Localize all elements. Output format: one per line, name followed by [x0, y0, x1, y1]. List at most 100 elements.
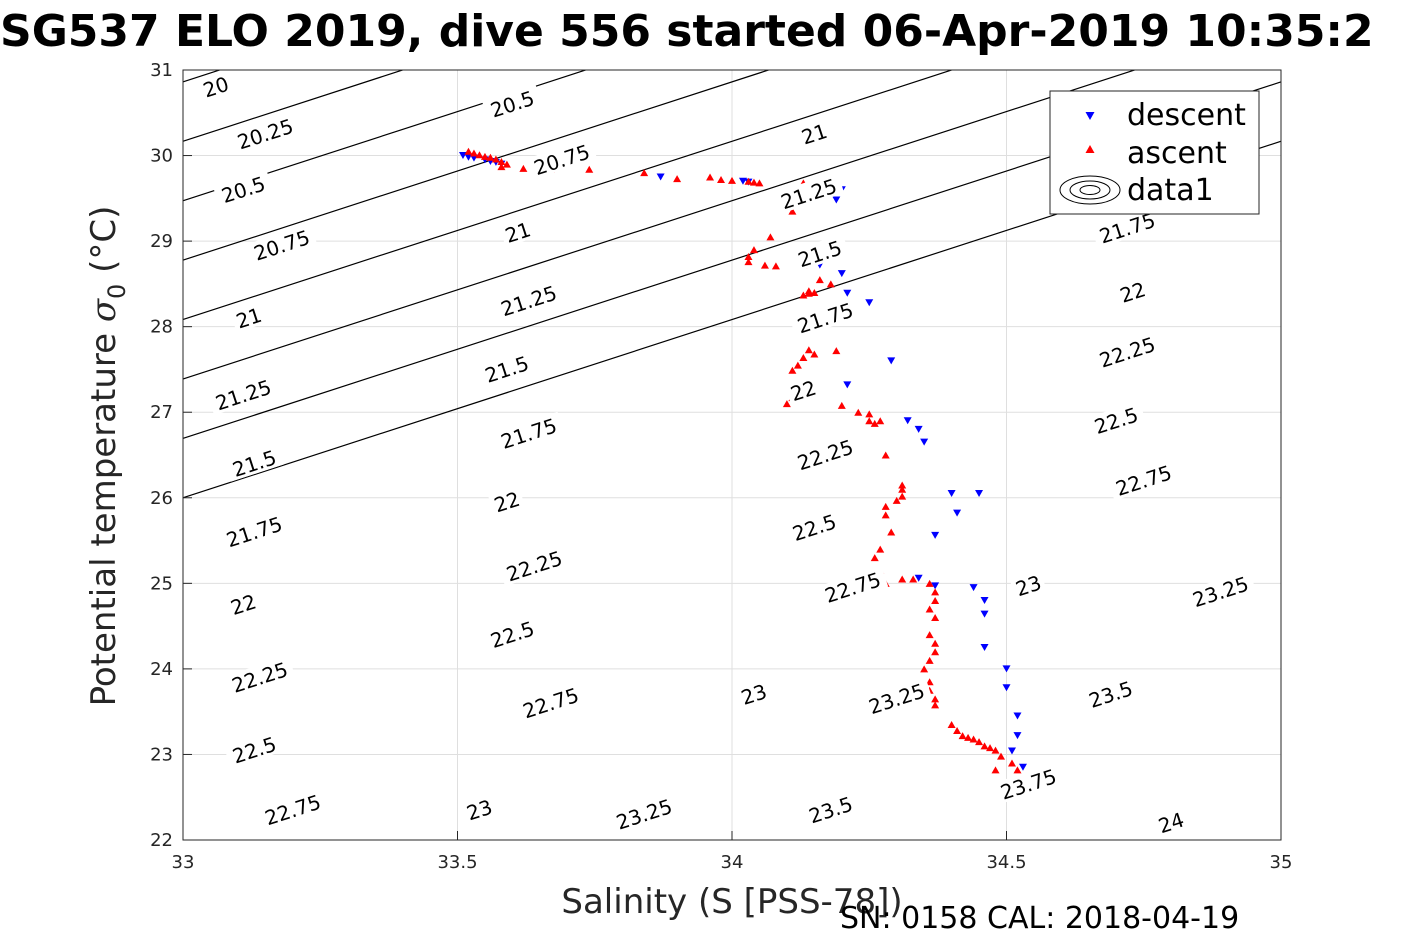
- ascent-point: [925, 678, 934, 686]
- descent-point: [832, 196, 841, 204]
- ascent-point: [760, 261, 769, 269]
- ascent-point: [497, 158, 506, 166]
- contour-label-background: [800, 789, 861, 829]
- descent-point: [980, 610, 989, 618]
- ascent-point: [799, 291, 808, 299]
- ascent-point: [804, 346, 813, 354]
- descent-point: [1002, 665, 1011, 673]
- ascent-point: [793, 361, 802, 369]
- ascent-point: [810, 350, 819, 358]
- ascent-point: [964, 733, 973, 741]
- legend-descent-marker: [1085, 112, 1095, 120]
- ascent-point: [497, 163, 506, 171]
- ascent-point: [744, 258, 753, 266]
- ascent-point: [925, 605, 934, 613]
- ascent-point: [969, 735, 978, 743]
- contour-label-background: [525, 137, 598, 180]
- x-tick-label: 33: [172, 852, 195, 873]
- ascent-point: [958, 732, 967, 740]
- ascent-point: [881, 511, 890, 519]
- contour-label-background: [487, 485, 526, 517]
- y-tick-label: 24: [150, 659, 173, 680]
- contour-label: 22: [1113, 276, 1152, 308]
- contour-label-background: [229, 301, 268, 333]
- descent-point: [914, 574, 923, 582]
- chart-title: SG537 ELO 2019, dive 556 started 06-Apr-…: [0, 6, 1374, 57]
- contour-label-background: [492, 279, 565, 322]
- contour-label-background: [1152, 806, 1190, 838]
- ascent-point: [771, 262, 780, 270]
- descent-point: [903, 417, 912, 425]
- ascent-point: [744, 253, 753, 261]
- contour-label: 23: [735, 678, 773, 710]
- ascent-point: [832, 347, 841, 355]
- contour-label-background: [1085, 400, 1147, 439]
- contour-label: 22: [224, 588, 262, 620]
- y-axis-label-unit: (°C): [84, 206, 124, 284]
- ascent-point: [947, 721, 956, 728]
- axis-ticks: 33 33.5 34 34.5 35 22 23 24 25 26 27 28 29 30 31: [150, 60, 1292, 873]
- contour-label-background: [197, 70, 235, 102]
- ascent-point: [892, 496, 901, 504]
- descent-point: [843, 381, 852, 389]
- descent-point: [887, 357, 896, 365]
- descent-point: [969, 584, 978, 592]
- ascent-point: [925, 656, 934, 664]
- descent-point: [738, 177, 747, 185]
- legend-data1-label: data1: [1127, 173, 1214, 208]
- contour-label-background: [207, 373, 279, 416]
- ascent-point: [931, 596, 940, 604]
- ascent-point: [728, 176, 736, 184]
- descent-point: [931, 531, 940, 539]
- descent-point: [920, 438, 929, 446]
- ascent-point: [870, 419, 879, 427]
- descent-point: [1018, 763, 1027, 771]
- descent-point: [656, 173, 665, 181]
- ascent-point: [475, 151, 484, 159]
- ascent-point: [881, 451, 890, 459]
- contour-label-background: [784, 374, 822, 406]
- legend-descent-label: descent: [1127, 98, 1246, 133]
- contour-label-background: [224, 730, 285, 769]
- contour-label-background: [608, 792, 680, 835]
- contour-label-background: [498, 216, 537, 248]
- data-points: [458, 147, 1027, 774]
- ascent-point: [931, 701, 940, 709]
- contour-label-background: [1091, 330, 1163, 373]
- contour-label-background: [498, 544, 570, 587]
- y-axis-label-main: Potential temperature: [84, 322, 124, 706]
- descent-point: [865, 299, 874, 307]
- ascent-point: [585, 165, 594, 173]
- ascent-point: [931, 614, 940, 622]
- contour-label-background: [735, 678, 773, 710]
- contour-label: 22: [487, 485, 526, 517]
- ascent-point: [837, 401, 846, 409]
- y-tick-label: 29: [150, 231, 173, 252]
- y-axis-label-symbol: σ: [84, 298, 124, 322]
- contour-label-background: [992, 762, 1064, 805]
- legend-ascent-label: ascent: [1127, 136, 1227, 171]
- ascent-point: [925, 631, 934, 639]
- ascent-point: [673, 175, 682, 183]
- contour-label-background: [789, 296, 861, 339]
- contour-label-background: [789, 433, 861, 476]
- descent-point: [1013, 712, 1022, 720]
- ascent-point: [854, 408, 863, 416]
- contour-label-background: [1107, 458, 1180, 501]
- descent-point: [953, 509, 962, 517]
- contour-label-background: [1080, 674, 1141, 713]
- ascent-point: [826, 280, 835, 288]
- ascent-point: [766, 233, 775, 241]
- contour-label-background: [1009, 569, 1047, 601]
- ascent-point: [788, 366, 797, 374]
- ascent-point: [469, 149, 478, 157]
- ascent-point: [887, 528, 896, 536]
- contour-label-background: [1184, 569, 1257, 612]
- ascent-point: [782, 400, 791, 408]
- ascent-point: [980, 742, 989, 750]
- y-axis-label: Potential temperature σ0 (°C): [84, 206, 131, 707]
- descent-point: [980, 644, 989, 651]
- contour-label-background: [224, 588, 262, 620]
- contour-label-background: [492, 411, 565, 454]
- contour-label-background: [482, 84, 543, 123]
